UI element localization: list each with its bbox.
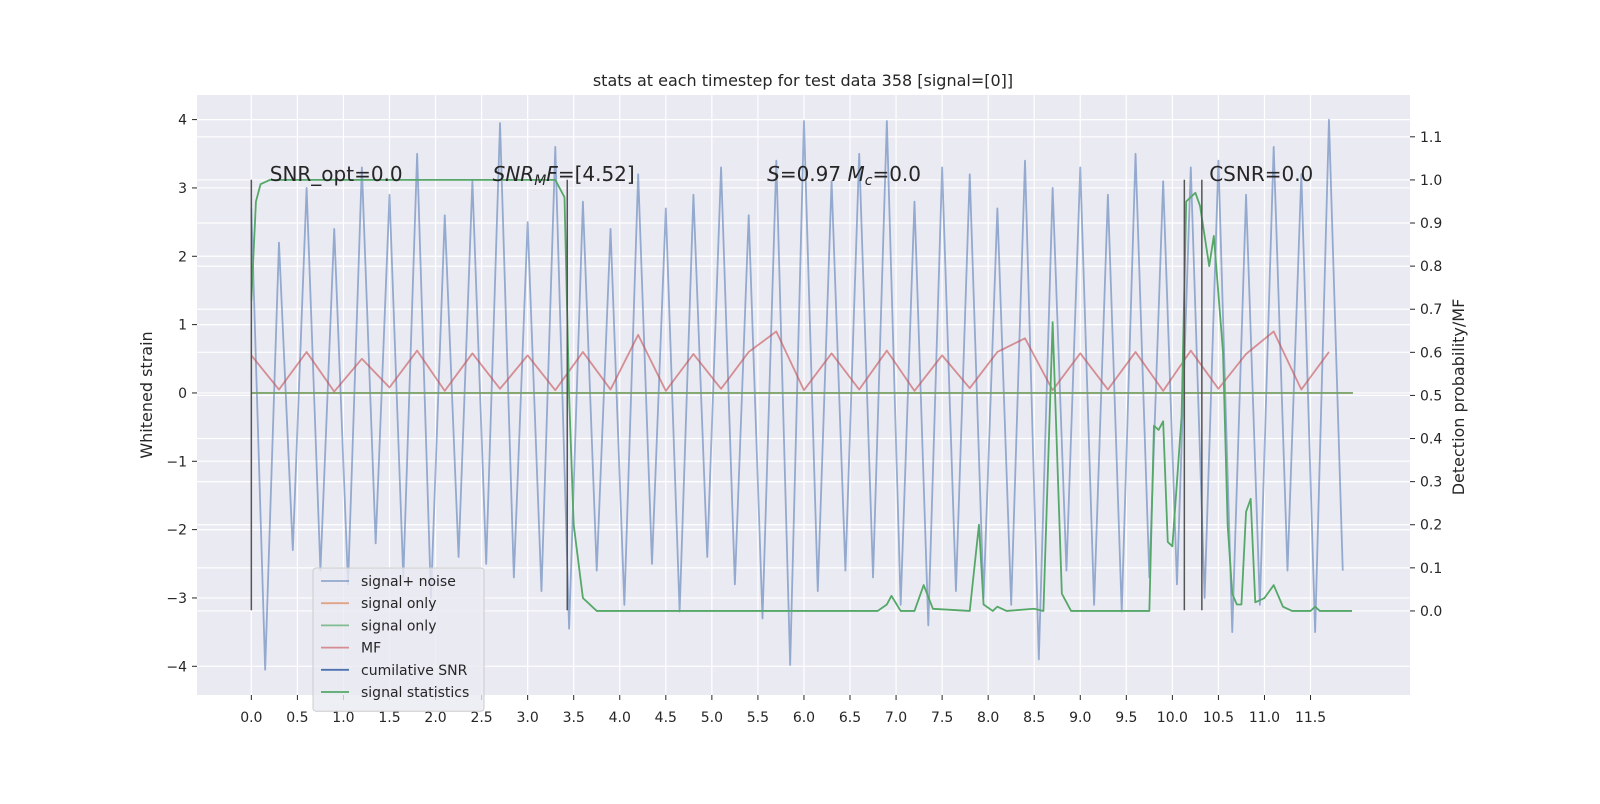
y2-tick-label: 0.1 <box>1420 561 1442 577</box>
annotation: S=0.97 Mc=0.0 <box>767 162 921 189</box>
x-tick-label: 5.0 <box>701 710 723 726</box>
y-axis-label: Whitened strain <box>137 331 156 458</box>
y-tick-label: −1 <box>166 454 187 470</box>
legend-label: signal only <box>361 618 436 634</box>
annotation-part: S <box>767 162 780 186</box>
annotation-part: c <box>865 173 873 189</box>
y-tick-label: 3 <box>178 181 187 197</box>
x-tick-label: 1.5 <box>378 710 400 726</box>
annotation-part: CSNR=0.0 <box>1209 162 1313 186</box>
annotation-part: =[4.52] <box>558 162 635 186</box>
x-tick-label: 5.5 <box>747 710 769 726</box>
x-tick-label: 6.5 <box>839 710 861 726</box>
y2-tick-label: 0.6 <box>1420 345 1442 361</box>
y-tick-label: −4 <box>166 659 187 675</box>
x-tick-label: 9.5 <box>1115 710 1137 726</box>
series-line <box>250 179 1352 612</box>
y2-tick-label: 0.4 <box>1420 432 1442 448</box>
y2-tick-label: 0.5 <box>1420 388 1442 404</box>
x-tick-label: 11.5 <box>1295 710 1326 726</box>
x-tick-label: 10.5 <box>1203 710 1234 726</box>
y2-tick-label: 0.9 <box>1420 216 1442 232</box>
grid <box>197 95 1410 695</box>
legend: signal+ noise signal only signal only MF cum… <box>312 567 485 712</box>
annotation-part: M <box>847 162 864 186</box>
legend-label: signal statistics <box>361 685 469 701</box>
y-tick-label: 4 <box>178 113 187 129</box>
x-tick-label: 0.0 <box>240 710 262 726</box>
x-tick-label: 0.5 <box>286 710 308 726</box>
series-line <box>250 330 1330 393</box>
legend-label: signal+ noise <box>361 574 456 590</box>
y-tick-label: 0 <box>178 386 187 402</box>
x-tick-label: 2.5 <box>470 710 492 726</box>
annotation-part: M <box>534 173 546 189</box>
annotation-part: F <box>546 162 558 186</box>
legend-label: signal only <box>361 596 436 612</box>
axes: 0.0 0.5 1.0 1.5 2.0 2.5 3.0 3.5 4.0 4.5 5.0 5.5 6.0 6… <box>166 113 1442 726</box>
x-tick-label: 9.0 <box>1069 710 1091 726</box>
y2-tick-label: 0.2 <box>1420 518 1442 534</box>
y2-tick-label: 0.3 <box>1420 475 1442 491</box>
y2-tick-label: 0.8 <box>1420 259 1442 275</box>
y2-tick-label: 1.0 <box>1420 173 1442 189</box>
annotation-part: SNR_opt=0.0 <box>270 162 403 186</box>
y2-tick-label: 1.1 <box>1420 130 1442 146</box>
x-tick-label: 8.0 <box>977 710 999 726</box>
y-tick-label: 2 <box>178 249 187 265</box>
y-tick-label: 1 <box>178 318 187 334</box>
x-tick-label: 7.0 <box>885 710 907 726</box>
x-tick-label: 3.5 <box>563 710 585 726</box>
x-tick-label: 1.0 <box>332 710 354 726</box>
x-tick-label: 10.0 <box>1157 710 1188 726</box>
annotation-part: SNR <box>493 162 535 186</box>
plot: SNR_opt=0.0 SNRMF=[4.52] S=0.97 Mc=0.0 CSNR… <box>250 118 1353 671</box>
y-tick-label: −3 <box>166 591 187 607</box>
annotation-part: =0.97 <box>780 162 848 186</box>
legend-label: cumilative SNR <box>361 663 468 679</box>
y2-tick-label: 0.7 <box>1420 302 1442 318</box>
x-tick-label: 4.5 <box>655 710 677 726</box>
annotation: SNRMF=[4.52] <box>493 162 635 189</box>
x-tick-label: 11.0 <box>1249 710 1280 726</box>
x-tick-label: 8.5 <box>1023 710 1045 726</box>
annotation: SNR_opt=0.0 <box>270 162 403 186</box>
annotation-part: =0.0 <box>872 162 921 186</box>
x-tick-label: 6.0 <box>793 710 815 726</box>
y-tick-label: −2 <box>166 523 187 539</box>
y2-tick-label: 0.0 <box>1420 604 1442 620</box>
y2-axis-label: Detection probability/MF <box>1449 299 1468 496</box>
x-tick-label: 2.0 <box>424 710 446 726</box>
x-tick-label: 4.0 <box>609 710 631 726</box>
annotation: CSNR=0.0 <box>1209 162 1313 186</box>
legend-box <box>312 567 485 712</box>
x-tick-label: 3.0 <box>517 710 539 726</box>
chart-title: stats at each timestep for test data 358… <box>593 71 1013 90</box>
x-tick-label: 7.5 <box>931 710 953 726</box>
legend-label: MF <box>361 641 381 657</box>
